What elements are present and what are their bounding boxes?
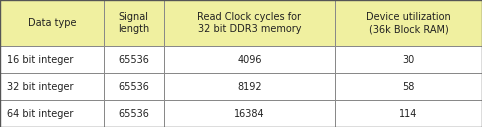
Text: Data type: Data type	[27, 18, 76, 28]
Text: 65536: 65536	[118, 109, 149, 119]
Bar	[0, 73, 104, 100]
Text: 30: 30	[402, 55, 415, 65]
Bar	[164, 100, 335, 127]
Text: 8192: 8192	[237, 82, 262, 92]
Bar	[164, 46, 335, 73]
Bar	[0, 100, 104, 127]
Bar	[0, 46, 104, 73]
Text: 114: 114	[399, 109, 418, 119]
Bar	[164, 73, 335, 100]
Bar	[104, 46, 164, 73]
Bar	[335, 100, 482, 127]
Text: 64 bit integer: 64 bit integer	[7, 109, 74, 119]
Text: 58: 58	[402, 82, 415, 92]
Text: 65536: 65536	[118, 82, 149, 92]
Text: 16 bit integer: 16 bit integer	[7, 55, 74, 65]
Bar	[104, 100, 164, 127]
Text: 4096: 4096	[237, 55, 262, 65]
Text: 65536: 65536	[118, 55, 149, 65]
Bar	[104, 0, 164, 46]
Text: Device utilization
(36k Block RAM): Device utilization (36k Block RAM)	[366, 12, 451, 34]
Bar	[0, 0, 104, 46]
Bar	[164, 0, 335, 46]
Bar	[335, 73, 482, 100]
Text: Read Clock cycles for
32 bit DDR3 memory: Read Clock cycles for 32 bit DDR3 memory	[198, 12, 301, 34]
Bar	[104, 73, 164, 100]
Bar	[335, 0, 482, 46]
Text: Signal
length: Signal length	[118, 12, 149, 34]
Text: 16384: 16384	[234, 109, 265, 119]
Bar	[335, 46, 482, 73]
Text: 32 bit integer: 32 bit integer	[7, 82, 74, 92]
